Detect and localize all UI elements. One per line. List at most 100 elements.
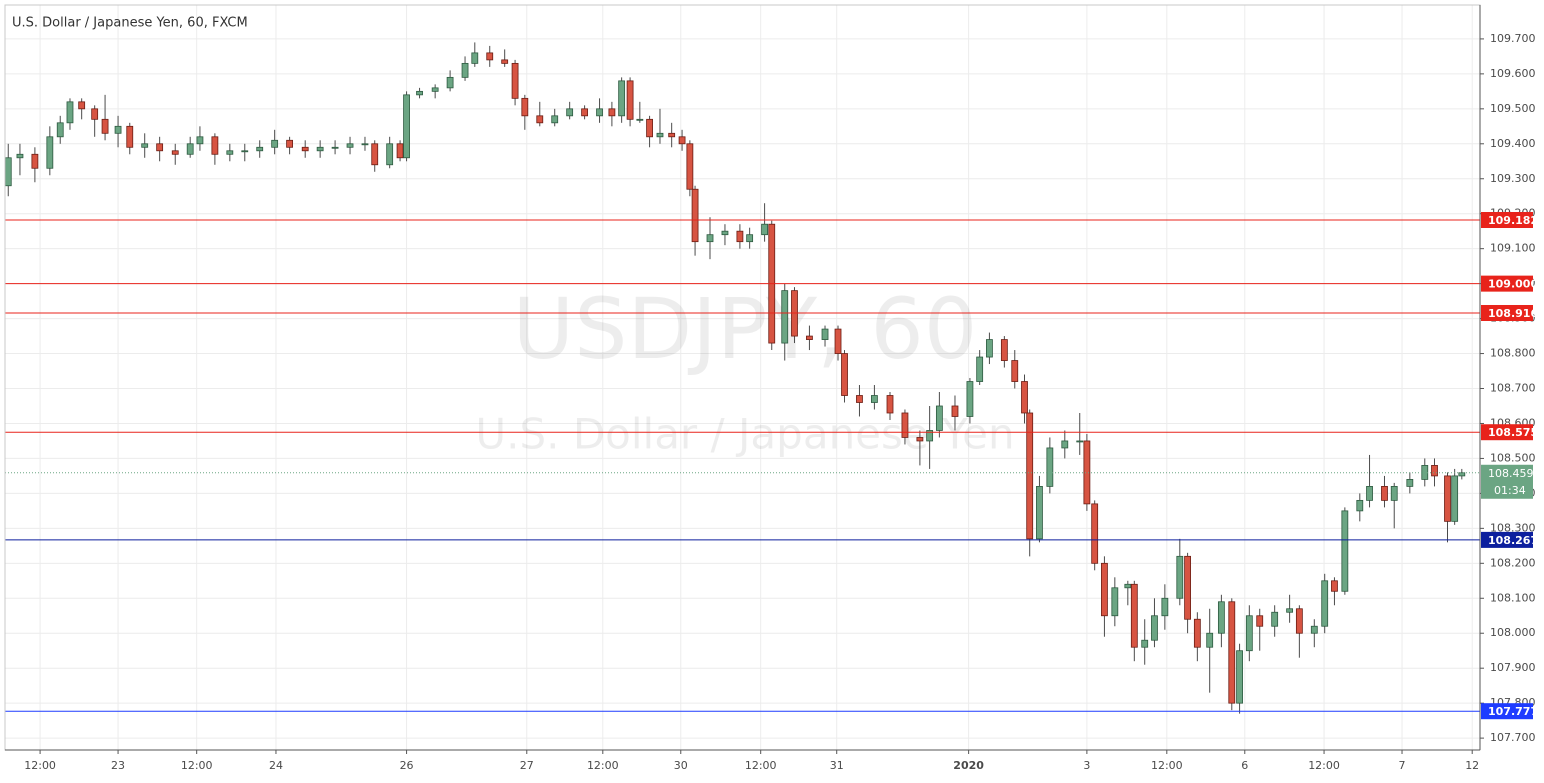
candle-body [1271,611,1279,627]
candle-body [141,143,149,148]
y-tick-label: 108.500 [1490,451,1536,464]
y-tick-label: 108.100 [1490,591,1536,604]
y-tick-label: 108.200 [1490,556,1536,569]
last-price-label: 108.459 [1488,467,1534,480]
x-tick-label: 30 [674,759,688,772]
candle-body [1111,587,1119,617]
candle-body [678,136,686,145]
candle-body [1451,475,1459,522]
candle-body [618,80,626,117]
x-tick-label: 31 [830,759,844,772]
candle-body [4,157,12,187]
candle-body [746,234,754,243]
candle-body [1245,615,1253,652]
candle-body [886,395,894,414]
level-label: 108.916 [1488,307,1538,320]
candle-body [241,150,249,153]
candle-body [596,108,603,117]
candle-body [1458,472,1466,477]
y-tick-label: 109.500 [1490,102,1536,115]
candle-body [31,153,39,169]
level-label: 108.575 [1488,426,1538,439]
candle-body [1124,583,1132,589]
y-tick-label: 109.700 [1490,32,1536,45]
candle-body [1130,583,1138,648]
candle-body [16,153,24,159]
candle-body [1310,625,1318,634]
x-tick-label: 12:00 [587,759,619,772]
x-tick-label: 12:00 [745,759,777,772]
candle-body [1091,503,1099,564]
candle-body [521,97,529,117]
candle-body [821,328,829,340]
candle-body [1256,615,1264,627]
watermark: USDJPY, 60 [513,280,978,378]
y-tick-label: 108.800 [1490,347,1536,360]
y-tick-label: 107.900 [1490,661,1536,674]
axis-labels: 107.700107.800107.900108.000108.100108.2… [24,32,1538,772]
level-label-box [1481,304,1533,321]
x-tick-label: 12:00 [1308,759,1340,772]
candle-body [686,143,694,190]
candle-body [706,234,714,243]
y-tick-label: 109.100 [1490,242,1536,255]
candle-body [1366,486,1373,501]
x-tick-label: 3 [1083,759,1090,772]
candle-body [916,437,924,442]
candle-body [1000,339,1008,361]
candle-body [271,139,279,148]
candle-body [461,62,469,78]
last-price-box [1481,464,1533,499]
candle-body [926,430,934,442]
candle-body [316,146,324,152]
candle-body [1206,632,1214,648]
x-tick-label: 6 [1241,759,1248,772]
candle-body [1026,412,1034,540]
candle-body [986,339,993,358]
candle-body [871,395,878,403]
candle-body [721,230,729,236]
candle-body [1036,486,1043,540]
level-label-box [1481,703,1533,720]
candle-body [901,412,909,438]
candle-body [1286,608,1294,613]
candle-body [646,118,653,138]
candle-body [446,76,454,89]
x-tick-label: 12:00 [1151,759,1183,772]
candle-body [126,125,134,148]
candle-body [46,136,54,169]
level-label: 108.267 [1488,534,1538,547]
candle-body [91,108,99,120]
candle-body [211,136,219,155]
candle-body [806,335,813,340]
candle-body [834,328,842,354]
candle-body [656,132,664,138]
candle-body [1431,465,1438,477]
candle-body [781,290,789,344]
x-tick-label: 26 [400,759,414,772]
candle-body [1176,555,1184,599]
candle-body [196,136,204,145]
candle-body [935,405,943,431]
candle-body [761,223,768,236]
level-label: 107.777 [1488,705,1538,718]
watermark-subtitle: U.S. Dollar / Japanese Yen [475,410,1014,459]
candle-body [396,143,404,159]
candle-body [186,143,194,155]
candle-body [1151,615,1158,641]
candle-body [1011,360,1019,382]
candle-body [736,230,744,243]
candle-body [361,143,369,146]
candle-body [1161,597,1169,617]
candle-body [403,94,410,159]
candle-body [286,139,294,148]
candle-body [256,146,264,152]
x-tick-label: 12 [1465,759,1479,772]
candle-body [841,353,848,396]
candle-body [1217,601,1225,634]
candle-body [1295,608,1303,634]
candle-body [226,150,234,155]
candle-body [1076,440,1084,443]
